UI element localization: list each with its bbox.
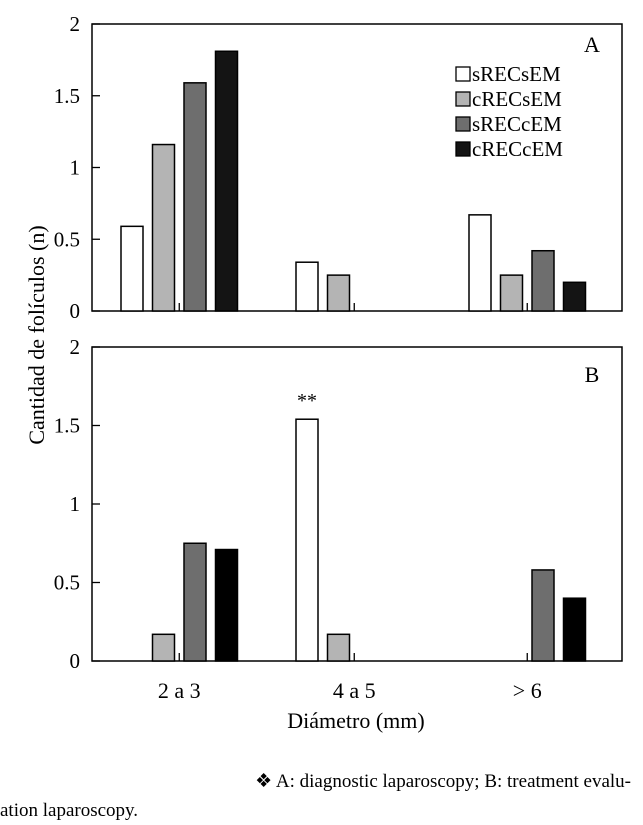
significance-annotation: ** (297, 390, 317, 412)
y-axis-title: Cantidad de folículos (n) (24, 225, 49, 444)
y-tick-label: 0.5 (54, 227, 80, 251)
y-tick-label: 1.5 (54, 84, 80, 108)
bar-cRECsEM-2 (499, 274, 524, 312)
bar-cRECcEM-2 (562, 281, 587, 312)
bar-cRECcEM-0 (214, 50, 239, 312)
bar-cRECsEM-1 (326, 633, 351, 662)
legend-label-cRECcEM: cRECcEM (472, 137, 563, 161)
bar-sRECcEM-0 (183, 82, 207, 312)
y-tick-label: 0.5 (54, 571, 80, 595)
legend-label-sRECcEM: sRECcEM (472, 112, 562, 136)
legend-label-sRECsEM: sRECsEM (472, 62, 561, 86)
panel-label: A (584, 32, 600, 57)
legend-swatch-sRECcEM (455, 116, 471, 132)
shared-axes: 2 a 3 4 a 5 > 6 Diámetro (mm) Cantidad de fo… (24, 225, 542, 733)
y-tick-label: 0 (70, 649, 81, 673)
y-tick-label: 1 (70, 156, 81, 180)
x-axis-title: Diámetro (mm) (287, 708, 424, 733)
legend-swatch-cRECcEM (455, 141, 471, 157)
bar-sRECcEM-2 (531, 569, 555, 662)
y-tick-label: 2 (70, 12, 81, 36)
x-tick-label: 4 a 5 (333, 678, 376, 703)
bar-sRECcEM-0 (183, 542, 207, 662)
bar-sRECsEM-2 (468, 214, 492, 312)
x-tick-label: > 6 (513, 678, 542, 703)
caption-line-2: ation laparoscopy. (0, 800, 139, 821)
caption-line-1: ❖ A: diagnostic laparoscopy; B: treatmen… (255, 771, 631, 792)
legend-label-cRECsEM: cRECsEM (472, 87, 562, 111)
y-tick-label: 1.5 (54, 414, 80, 438)
bar-sRECsEM-0 (120, 225, 144, 312)
bar-cRECcEM-0 (214, 548, 239, 662)
x-tick-label: 2 a 3 (158, 678, 201, 703)
y-tick-label: 2 (70, 335, 81, 359)
y-tick-label: 0 (70, 299, 81, 323)
bar-sRECsEM-1 (295, 261, 319, 312)
bar-cRECcEM-2 (562, 597, 587, 662)
y-tick-label: 1 (70, 492, 81, 516)
legend-swatch-cRECsEM (455, 91, 471, 107)
panel-label: B (585, 362, 600, 387)
bar-sRECcEM-2 (531, 249, 555, 312)
panel-b: 0 0.5 1 1.5 2 ** B (54, 335, 623, 673)
legend-swatch-sRECsEM (455, 66, 471, 82)
bar-sRECsEM-1 (295, 418, 319, 662)
bar-cRECsEM-0 (151, 633, 176, 662)
bar-cRECsEM-0 (151, 143, 176, 312)
bar-cRECsEM-1 (326, 274, 351, 312)
